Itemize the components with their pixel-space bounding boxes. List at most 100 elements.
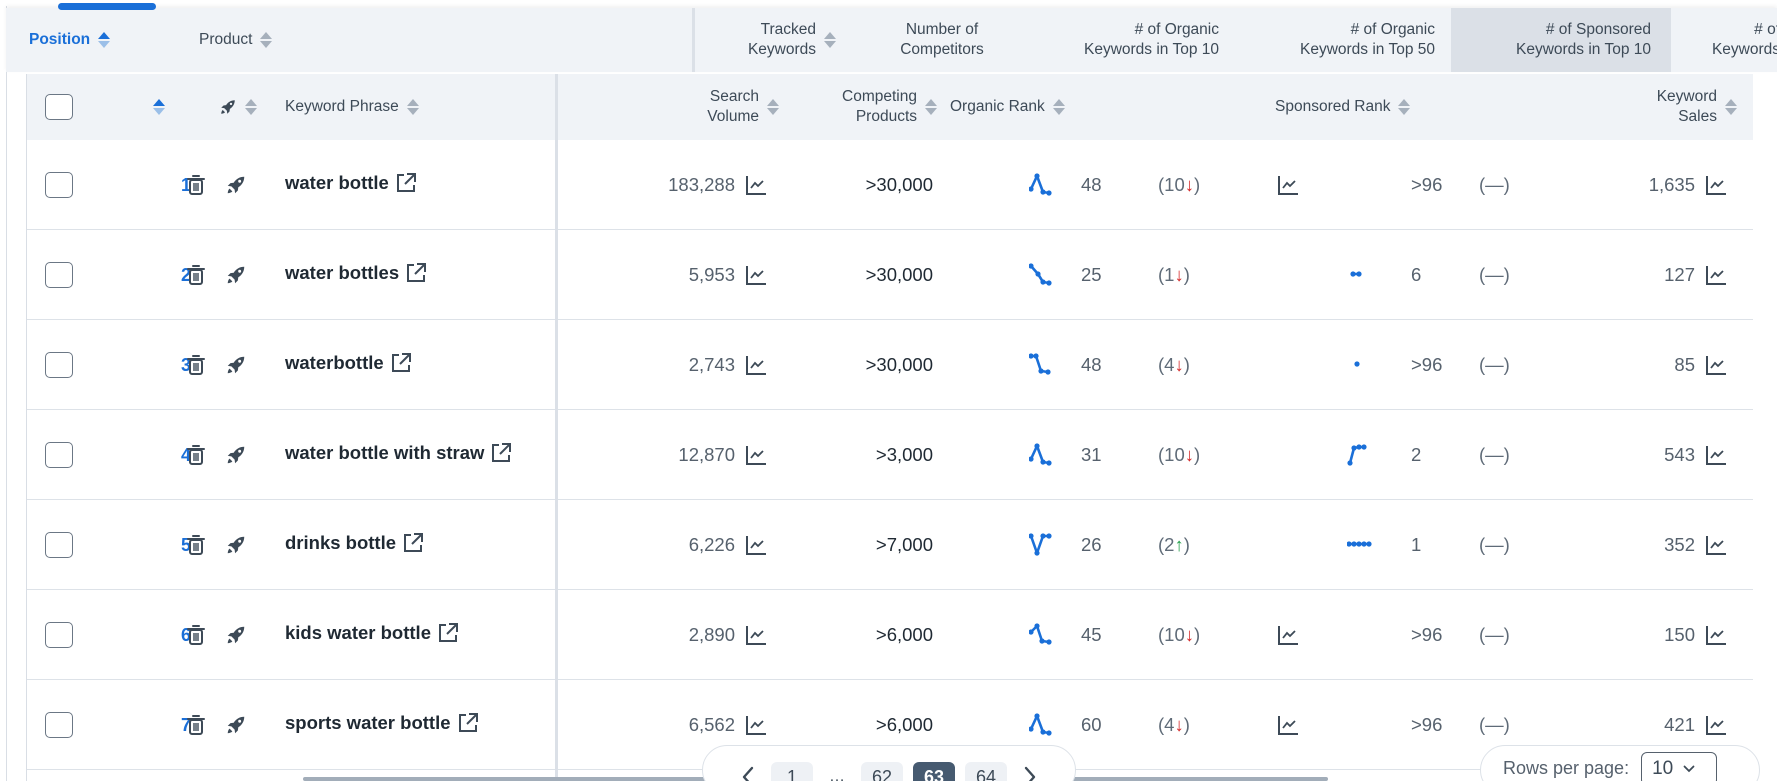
sparkline-icon[interactable] xyxy=(1029,443,1055,467)
page-button-64[interactable]: 64 xyxy=(965,762,1007,781)
sparkline-icon[interactable] xyxy=(1029,713,1055,737)
external-link-icon[interactable] xyxy=(490,442,512,464)
line-chart-icon[interactable] xyxy=(745,714,767,736)
boost-cell[interactable] xyxy=(225,140,247,230)
next-page-button[interactable] xyxy=(1017,762,1043,781)
external-link-icon[interactable] xyxy=(405,262,427,284)
page-button-63-current[interactable]: 63 xyxy=(913,762,955,781)
trash-icon[interactable] xyxy=(187,534,205,556)
boost-cell[interactable] xyxy=(225,680,247,770)
line-chart-icon[interactable] xyxy=(745,354,767,376)
line-chart-icon[interactable] xyxy=(1705,264,1727,286)
external-link-icon[interactable] xyxy=(395,172,417,194)
external-link-icon[interactable] xyxy=(457,712,479,734)
delete-cell[interactable] xyxy=(187,320,205,410)
boost-cell[interactable] xyxy=(225,320,247,410)
row-checkbox-cell[interactable] xyxy=(45,500,73,590)
line-chart-icon[interactable] xyxy=(1277,624,1299,646)
row-checkbox[interactable] xyxy=(45,532,73,558)
page-button-1[interactable]: 1 xyxy=(771,762,813,781)
delete-cell[interactable] xyxy=(187,500,205,590)
trash-icon[interactable] xyxy=(187,444,205,466)
sort-icon[interactable] xyxy=(406,98,419,116)
delete-cell[interactable] xyxy=(187,680,205,770)
row-checkbox-cell[interactable] xyxy=(45,590,73,680)
header-keyword-phrase[interactable]: Keyword Phrase xyxy=(285,74,419,140)
header-tracked-keywords[interactable]: Tracked Keywords xyxy=(696,8,836,72)
delete-cell[interactable] xyxy=(187,410,205,500)
rocket-icon[interactable] xyxy=(225,534,247,556)
rows-per-page-select[interactable]: 10 xyxy=(1641,752,1718,781)
rocket-icon[interactable] xyxy=(225,624,247,646)
header-sponsored-top10[interactable]: # of Sponsored Keywords in Top 10 xyxy=(1451,8,1671,72)
line-chart-icon[interactable] xyxy=(1277,174,1299,196)
line-chart-icon[interactable] xyxy=(1705,714,1727,736)
rocket-icon[interactable] xyxy=(225,264,247,286)
select-all-checkbox[interactable] xyxy=(45,94,73,120)
sort-icon[interactable] xyxy=(98,31,111,49)
trash-icon[interactable] xyxy=(187,264,205,286)
header-organic-rank[interactable]: Organic Rank xyxy=(950,74,1065,140)
row-checkbox-cell[interactable] xyxy=(45,140,73,230)
header-organic-top10[interactable]: # of Organic Keywords in Top 10 xyxy=(1046,8,1219,72)
row-checkbox[interactable] xyxy=(45,442,73,468)
header-product[interactable]: Product xyxy=(199,8,273,72)
prev-page-button[interactable] xyxy=(735,762,761,781)
line-chart-icon[interactable] xyxy=(1705,174,1727,196)
trash-icon[interactable] xyxy=(187,354,205,376)
row-checkbox[interactable] xyxy=(45,622,73,648)
line-chart-icon[interactable] xyxy=(745,534,767,556)
row-checkbox-cell[interactable] xyxy=(45,410,73,500)
header-boost[interactable] xyxy=(219,74,257,140)
line-chart-icon[interactable] xyxy=(745,624,767,646)
sort-icon[interactable] xyxy=(767,98,779,116)
header-keyword-sales[interactable]: Keyword Sales xyxy=(1587,74,1737,140)
row-checkbox[interactable] xyxy=(45,262,73,288)
line-chart-icon[interactable] xyxy=(1705,624,1727,646)
delete-cell[interactable] xyxy=(187,230,205,320)
line-chart-icon[interactable] xyxy=(1705,534,1727,556)
sort-icon[interactable] xyxy=(245,98,257,116)
external-link-icon[interactable] xyxy=(390,352,412,374)
external-link-icon[interactable] xyxy=(437,622,459,644)
sparkline-icon[interactable] xyxy=(1029,263,1055,287)
trash-icon[interactable] xyxy=(187,174,205,196)
sort-icon[interactable] xyxy=(1052,98,1065,116)
line-chart-icon[interactable] xyxy=(1277,714,1299,736)
sort-icon[interactable] xyxy=(260,31,273,49)
line-chart-icon[interactable] xyxy=(1705,444,1727,466)
row-checkbox[interactable] xyxy=(45,712,73,738)
row-checkbox[interactable] xyxy=(45,352,73,378)
sparkline-icon[interactable] xyxy=(1029,353,1055,377)
header-position[interactable]: Position xyxy=(29,8,111,72)
header-search-volume[interactable]: Search Volume xyxy=(627,74,779,140)
boost-cell[interactable] xyxy=(225,500,247,590)
line-chart-icon[interactable] xyxy=(745,174,767,196)
sparkline-icon[interactable] xyxy=(1029,173,1055,197)
trash-icon[interactable] xyxy=(187,624,205,646)
line-chart-icon[interactable] xyxy=(745,444,767,466)
delete-cell[interactable] xyxy=(187,590,205,680)
sparkline-icon[interactable] xyxy=(1029,623,1055,647)
sort-icon[interactable] xyxy=(824,31,836,49)
delete-cell[interactable] xyxy=(187,140,205,230)
rocket-icon[interactable] xyxy=(225,714,247,736)
boost-cell[interactable] xyxy=(225,410,247,500)
rocket-icon[interactable] xyxy=(225,444,247,466)
row-checkbox-cell[interactable] xyxy=(45,230,73,320)
header-number-of-competitors[interactable]: Number of Competitors xyxy=(872,8,1012,72)
sort-icon[interactable] xyxy=(153,98,165,116)
rocket-icon[interactable] xyxy=(225,354,247,376)
sparkline-icon[interactable] xyxy=(1029,533,1055,557)
sort-icon[interactable] xyxy=(1725,98,1737,116)
rocket-icon[interactable] xyxy=(225,174,247,196)
select-all-checkbox-cell[interactable] xyxy=(45,74,73,140)
line-chart-icon[interactable] xyxy=(745,264,767,286)
row-checkbox-cell[interactable] xyxy=(45,680,73,770)
page-button-62[interactable]: 62 xyxy=(861,762,903,781)
header-sponsored-rank[interactable]: Sponsored Rank xyxy=(1275,74,1411,140)
row-checkbox-cell[interactable] xyxy=(45,320,73,410)
line-chart-icon[interactable] xyxy=(1705,354,1727,376)
row-checkbox[interactable] xyxy=(45,172,73,198)
sort-icon[interactable] xyxy=(925,98,937,116)
